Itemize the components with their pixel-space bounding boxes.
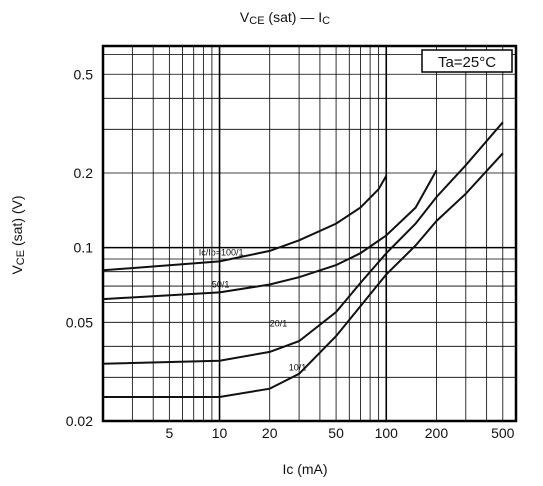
series-line [103,152,504,398]
series-label: 10/1 [289,362,307,372]
x-tick-label: 10 [212,425,228,441]
x-axis-label: Ic (mA) [282,461,327,477]
y-tick-label: 0.2 [74,165,94,181]
grid [103,46,516,421]
x-tick-label: 200 [425,425,449,441]
series-label: 50/1 [212,280,230,290]
x-tick-labels: 5 10 20 50 100 200 500 [165,425,514,441]
series-labels: Ic/Ib=100/1 50/1 20/1 10/1 [199,247,307,372]
y-tick-labels: 0.5 0.2 0.1 0.05 0.02 [66,66,93,429]
y-axis-label: VCE (sat) (V) [9,195,27,274]
x-tick-label: 500 [491,425,515,441]
y-tick-label: 0.05 [66,314,93,330]
x-tick-label: 5 [165,425,173,441]
y-tick-label: 0.5 [74,66,94,82]
series-lines [102,121,504,398]
x-tick-label: 20 [262,425,278,441]
x-tick-label: 100 [375,425,399,441]
y-tick-label: 0.02 [66,413,93,429]
y-tick-label: 0.1 [74,240,94,256]
series-line [102,175,388,272]
x-tick-label: 50 [328,425,344,441]
plot-frame [101,44,518,423]
series-label: Ic/Ib=100/1 [199,247,244,257]
series-line [102,169,438,301]
annotation-box [421,49,513,73]
series-line [102,121,504,365]
series-label: 20/1 [270,319,288,329]
chart-title: VCE (sat) — IC [240,9,330,27]
temperature-annotation: Ta=25°C [421,49,513,73]
annotation-text: Ta=25°C [438,54,496,71]
